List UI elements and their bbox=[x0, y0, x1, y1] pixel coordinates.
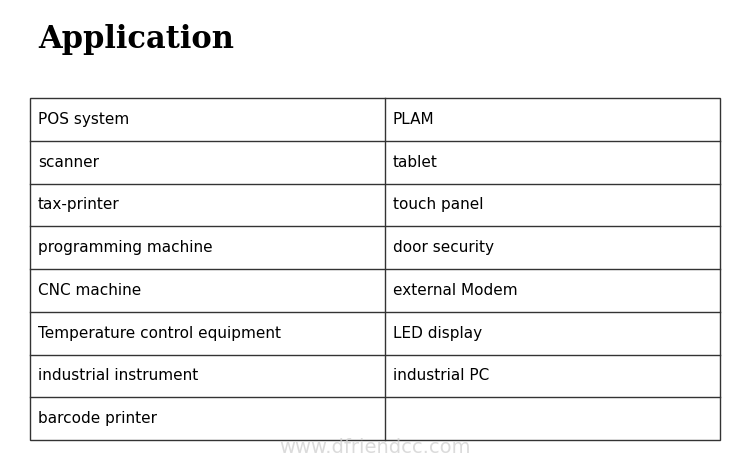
Text: door security: door security bbox=[393, 240, 494, 255]
Text: programming machine: programming machine bbox=[38, 240, 213, 255]
Text: LED display: LED display bbox=[393, 325, 482, 340]
Text: tax-printer: tax-printer bbox=[38, 197, 120, 212]
Text: CNC machine: CNC machine bbox=[38, 283, 141, 298]
Text: POS system: POS system bbox=[38, 112, 129, 127]
Text: external Modem: external Modem bbox=[393, 283, 518, 298]
Text: touch panel: touch panel bbox=[393, 197, 484, 212]
Text: barcode printer: barcode printer bbox=[38, 411, 157, 426]
Bar bbox=[30, 98, 720, 440]
Text: Temperature control equipment: Temperature control equipment bbox=[38, 325, 281, 340]
Text: industrial PC: industrial PC bbox=[393, 368, 489, 383]
Text: www.dfriendcc.com: www.dfriendcc.com bbox=[279, 438, 471, 457]
Text: scanner: scanner bbox=[38, 155, 99, 170]
Text: PLAM: PLAM bbox=[393, 112, 435, 127]
Text: tablet: tablet bbox=[393, 155, 438, 170]
Text: industrial instrument: industrial instrument bbox=[38, 368, 198, 383]
Text: Application: Application bbox=[38, 24, 234, 55]
